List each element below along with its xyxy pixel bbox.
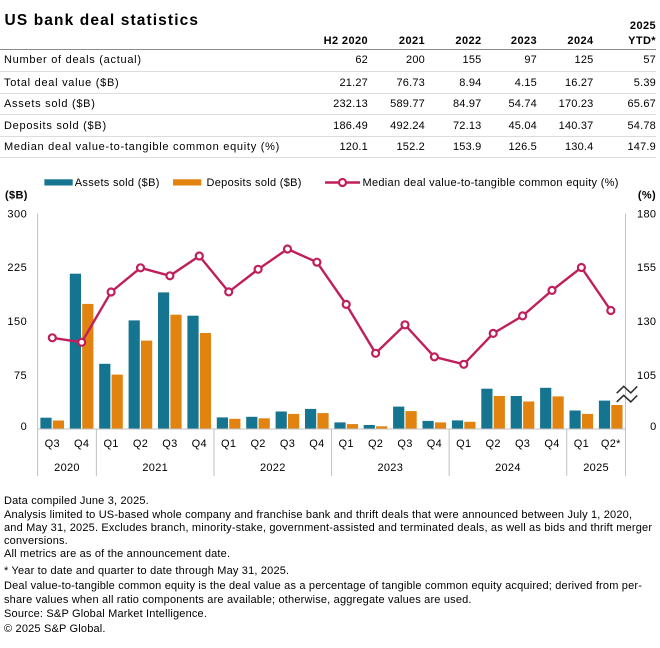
svg-text:Q2*: Q2* — [601, 438, 621, 450]
svg-text:150: 150 — [7, 316, 27, 328]
svg-text:75: 75 — [14, 370, 27, 382]
svg-text:(%): (%) — [638, 190, 656, 202]
svg-text:0: 0 — [21, 421, 28, 433]
svg-text:Q1: Q1 — [574, 438, 589, 450]
svg-text:300: 300 — [7, 208, 27, 220]
svg-text:Q2: Q2 — [368, 438, 383, 450]
svg-text:225: 225 — [7, 262, 27, 274]
svg-text:2020: 2020 — [54, 462, 80, 474]
svg-text:Q3: Q3 — [280, 438, 295, 450]
svg-text:Q4: Q4 — [309, 438, 324, 450]
svg-text:Assets sold ($B): Assets sold ($B) — [75, 177, 160, 189]
svg-text:Q2: Q2 — [486, 438, 501, 450]
svg-text:155: 155 — [637, 262, 656, 274]
svg-text:Q1: Q1 — [456, 438, 471, 450]
svg-text:Q4: Q4 — [427, 438, 442, 450]
svg-text:2021: 2021 — [142, 462, 168, 474]
svg-text:Deposits sold ($B): Deposits sold ($B) — [207, 177, 302, 189]
svg-text:Q4: Q4 — [74, 438, 89, 450]
svg-text:Median deal value-to-tangible: Median deal value-to-tangible common equ… — [363, 177, 619, 189]
svg-text:Q3: Q3 — [515, 438, 530, 450]
svg-text:Q4: Q4 — [192, 438, 207, 450]
svg-text:2022: 2022 — [260, 462, 286, 474]
svg-text:2025: 2025 — [583, 462, 609, 474]
svg-text:($B): ($B) — [5, 190, 28, 202]
svg-text:130: 130 — [637, 316, 656, 328]
svg-text:Q4: Q4 — [544, 438, 559, 450]
svg-text:Q1: Q1 — [103, 438, 118, 450]
svg-text:Q1: Q1 — [221, 438, 236, 450]
svg-text:105: 105 — [637, 370, 656, 382]
svg-text:0: 0 — [650, 421, 657, 433]
svg-text:Q1: Q1 — [339, 438, 354, 450]
svg-text:Q3: Q3 — [397, 438, 412, 450]
svg-text:180: 180 — [637, 208, 656, 220]
svg-text:Q3: Q3 — [162, 438, 177, 450]
svg-text:Q3: Q3 — [45, 438, 60, 450]
svg-text:Q2: Q2 — [133, 438, 148, 450]
svg-text:2024: 2024 — [495, 462, 521, 474]
svg-text:2023: 2023 — [377, 462, 403, 474]
svg-text:Q2: Q2 — [250, 438, 265, 450]
